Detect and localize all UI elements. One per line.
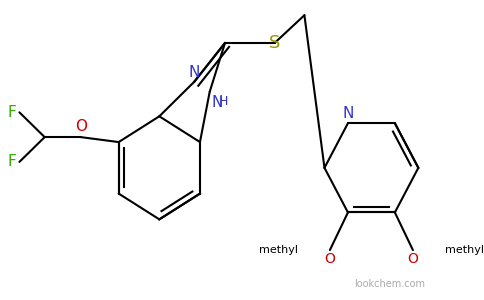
Text: O: O (75, 119, 87, 134)
Text: N: N (188, 65, 200, 80)
Text: N: N (212, 95, 223, 110)
Text: S: S (269, 34, 280, 52)
Text: O: O (408, 252, 418, 266)
Text: H: H (219, 95, 228, 108)
Text: O: O (324, 252, 335, 266)
Text: F: F (8, 154, 17, 169)
Text: N: N (342, 106, 354, 121)
Text: methyl: methyl (259, 245, 298, 255)
Text: F: F (8, 105, 17, 120)
Text: lookchem.com: lookchem.com (355, 279, 425, 289)
Text: methyl: methyl (444, 245, 484, 255)
